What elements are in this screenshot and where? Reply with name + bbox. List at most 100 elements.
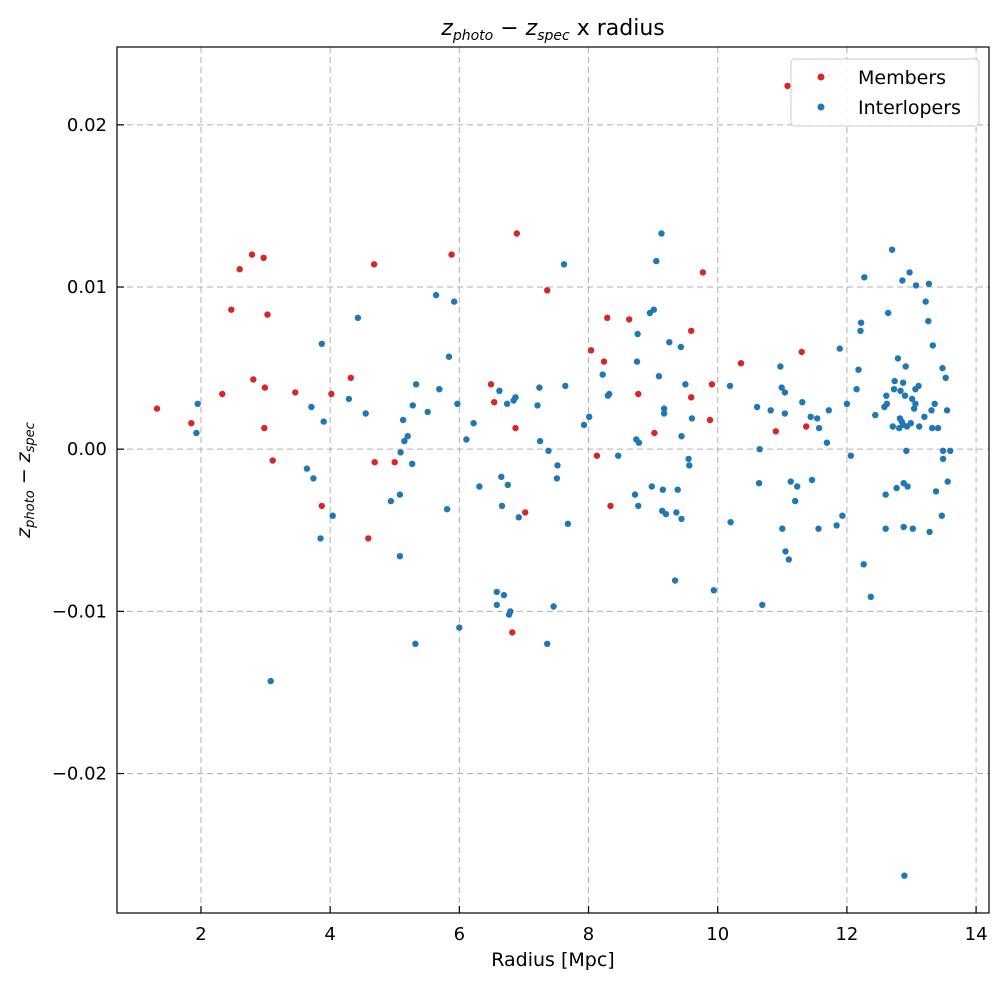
data-point-interlopers (855, 366, 862, 373)
data-point-members (688, 394, 695, 401)
data-point-interlopers (836, 345, 843, 352)
data-point-interlopers (929, 424, 936, 432)
data-point-interlopers (726, 382, 734, 390)
x-tick-label: 10 (706, 924, 729, 945)
data-point-members (513, 230, 520, 237)
data-point-interlopers (759, 601, 766, 609)
data-point-members (708, 381, 716, 388)
data-point-interlopers (536, 437, 544, 445)
data-point-interlopers (909, 525, 916, 532)
x-tick-label: 12 (835, 924, 858, 945)
data-point-members (448, 251, 455, 258)
data-point-interlopers (498, 502, 506, 510)
legend-label-members: Members (858, 67, 946, 89)
data-point-interlopers (912, 282, 920, 289)
data-point-interlopers (659, 486, 666, 493)
data-point-members (318, 502, 325, 510)
data-point-interlopers (436, 386, 443, 393)
data-point-interlopers (504, 481, 511, 489)
legend-marker-members (817, 73, 825, 81)
y-tick-label: −0.02 (52, 764, 107, 785)
data-point-members (587, 347, 595, 354)
data-point-interlopers (925, 317, 932, 325)
data-point-interlopers (685, 455, 692, 463)
data-point-interlopers (456, 624, 463, 631)
data-point-members (371, 459, 378, 466)
data-point-interlopers (857, 327, 864, 334)
data-point-interlopers (823, 439, 831, 446)
data-point-interlopers (560, 261, 568, 268)
data-point-interlopers (899, 379, 907, 386)
data-point-interlopers (938, 512, 945, 519)
data-point-interlopers (493, 601, 500, 609)
data-point-interlopers (890, 386, 898, 393)
data-point-interlopers (633, 358, 641, 365)
data-point-members (737, 360, 745, 367)
data-point-interlopers (586, 413, 593, 420)
data-point-members (269, 457, 276, 464)
axis-ticks: 2 4 6 8 10 12 14 −0.02 −0.01 0.00 0.01 0.02 (52, 115, 988, 945)
data-point-interlopers (677, 343, 685, 351)
data-point-interlopers (792, 497, 799, 505)
data-point-interlopers (194, 400, 201, 407)
data-point-interlopers (825, 407, 832, 414)
data-point-interlopers (947, 447, 954, 454)
data-point-interlopers (889, 423, 896, 430)
data-point-interlopers (503, 400, 511, 407)
data-point-interlopers (906, 269, 913, 276)
data-point-interlopers (507, 608, 514, 615)
data-point-interlopers (839, 512, 846, 519)
data-point-members (626, 316, 633, 323)
data-point-interlopers (493, 588, 500, 596)
data-point-members (706, 416, 714, 424)
data-point-interlopers (753, 403, 761, 411)
data-point-members (261, 384, 269, 391)
data-point-interlopers (902, 363, 909, 370)
data-point-interlopers (545, 447, 552, 454)
data-point-interlopers (412, 381, 420, 388)
data-point-interlopers (660, 405, 668, 412)
data-point-interlopers (193, 429, 200, 437)
data-point-interlopers (648, 483, 655, 490)
data-point-interlopers (362, 410, 369, 417)
data-point-interlopers (534, 402, 541, 409)
data-point-interlopers (345, 395, 353, 403)
data-point-members (153, 405, 161, 412)
data-point-interlopers (606, 390, 613, 398)
data-point-members (491, 399, 498, 406)
data-point-members (798, 348, 805, 356)
data-point-members (236, 266, 243, 273)
data-point-members (593, 452, 601, 459)
data-point-interlopers (580, 421, 588, 429)
data-point-interlopers (267, 677, 274, 685)
data-point-interlopers (847, 452, 854, 459)
data-point-members (347, 374, 354, 381)
data-point-interlopers (860, 561, 867, 568)
data-point-members (604, 314, 611, 321)
data-point-interlopers (939, 455, 947, 463)
data-point-members (365, 535, 372, 542)
data-point-interlopers (891, 377, 898, 385)
data-point-interlopers (815, 424, 823, 432)
data-point-interlopers (925, 280, 933, 287)
data-point-interlopers (303, 465, 311, 472)
data-point-members (261, 424, 268, 432)
data-point-members (607, 502, 614, 510)
data-point-interlopers (944, 478, 951, 485)
data-point-interlopers (853, 386, 860, 393)
data-point-members (784, 82, 791, 90)
legend-box (790, 58, 980, 127)
data-point-interlopers (899, 277, 906, 284)
x-tick-label: 8 (583, 924, 594, 945)
data-point-members (292, 389, 299, 396)
data-point-interlopers (329, 512, 336, 519)
data-point-interlopers (536, 384, 543, 391)
data-point-members (328, 390, 335, 398)
data-point-interlopers (815, 525, 822, 532)
data-point-interlopers (934, 424, 942, 432)
data-point-interlopers (777, 363, 784, 370)
data-point-interlopers (939, 447, 947, 454)
data-point-interlopers (894, 355, 902, 362)
data-point-interlopers (922, 298, 929, 305)
